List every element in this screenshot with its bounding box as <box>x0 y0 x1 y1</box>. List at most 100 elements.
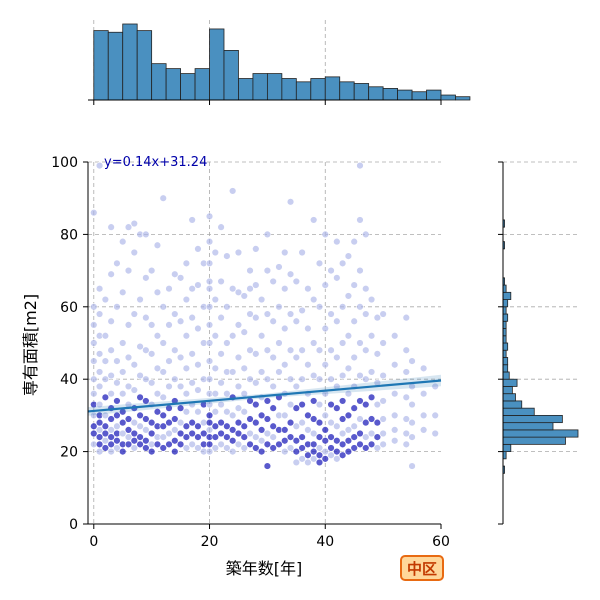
scatter-point <box>304 361 312 369</box>
x-tick-label: 40 <box>316 534 334 550</box>
scatter-point <box>350 353 358 362</box>
scatter-point <box>338 415 347 423</box>
scatter-point <box>205 357 214 365</box>
top-hist-bar <box>194 68 210 101</box>
scatter-point <box>252 418 260 427</box>
top-hist-bar <box>252 73 268 101</box>
scatter-point <box>205 212 214 221</box>
scatter-point <box>101 429 110 438</box>
scatter-point <box>362 400 370 409</box>
top-hist-bar <box>151 63 167 101</box>
scatter-point <box>130 219 138 228</box>
scatter-point <box>205 418 214 427</box>
scatter-point <box>321 447 329 456</box>
scatter-point <box>159 433 167 441</box>
scatter-point <box>362 418 370 427</box>
scatter-point <box>228 426 237 434</box>
scatter-point <box>171 375 179 383</box>
scatter-point <box>142 230 150 239</box>
scatter-point <box>344 364 353 373</box>
scatter-point <box>292 353 301 362</box>
scatter-point <box>240 433 248 441</box>
scatter-point <box>257 368 266 376</box>
scatter-point <box>408 400 416 409</box>
scatter-point <box>344 437 353 445</box>
scatter-point <box>194 444 202 452</box>
scatter-point <box>431 382 439 391</box>
top-hist-bar <box>93 30 109 101</box>
scatter-point <box>124 223 133 231</box>
scatter-point <box>286 310 295 318</box>
scatter-point <box>309 397 318 405</box>
scatter-point <box>136 422 144 430</box>
scatter-point <box>223 303 231 311</box>
scatter-point <box>321 230 329 239</box>
right-hist-bar <box>502 443 512 452</box>
scatter-point <box>240 444 248 452</box>
scatter-point <box>130 444 138 452</box>
scatter-point <box>240 328 248 336</box>
scatter-point <box>286 444 295 452</box>
scatter-point <box>304 411 312 420</box>
scatter-point <box>402 429 410 438</box>
scatter-point <box>136 295 144 304</box>
scatter-point <box>263 375 272 383</box>
scatter-point <box>217 429 225 438</box>
scatter-point <box>315 444 324 452</box>
scatter-point <box>333 455 341 463</box>
scatter-point <box>275 303 283 311</box>
scatter-point <box>431 411 439 420</box>
scatter-point <box>362 444 370 452</box>
scatter-point <box>286 346 295 354</box>
scatter-point <box>130 310 138 318</box>
top-hist-bar <box>165 68 181 101</box>
scatter-point <box>275 339 283 347</box>
scatter-point <box>182 444 191 452</box>
scatter-point <box>315 375 324 383</box>
scatter-point <box>298 248 306 257</box>
scatter-point <box>286 400 295 409</box>
scatter-point <box>223 252 231 260</box>
scatter-point <box>124 440 133 449</box>
scatter-point <box>269 317 277 325</box>
scatter-point <box>246 415 254 423</box>
scatter-point <box>327 310 335 318</box>
scatter-point <box>217 313 225 322</box>
scatter-point <box>95 426 104 434</box>
scatter-point <box>194 408 202 416</box>
scatter-point <box>188 379 196 387</box>
top-histogram <box>88 20 471 105</box>
scatter-point <box>182 433 191 441</box>
scatter-point <box>147 379 156 387</box>
right-hist-bar <box>502 400 523 409</box>
scatter-point <box>101 375 110 383</box>
scatter-point <box>153 241 162 249</box>
scatter-point <box>147 321 156 329</box>
scatter-point <box>292 437 301 445</box>
scatter-point <box>95 161 104 170</box>
scatter-point <box>373 350 382 358</box>
scatter-point <box>333 353 341 362</box>
scatter-point <box>367 429 376 438</box>
scatter-point <box>309 371 318 380</box>
scatter-point <box>228 332 237 340</box>
scatter-point <box>309 440 318 449</box>
top-hist-bar <box>209 28 225 101</box>
scatter-point <box>211 295 220 304</box>
top-hist-bar <box>136 30 153 101</box>
scatter-point <box>252 281 260 289</box>
scatter-point <box>263 440 272 449</box>
scatter-point <box>113 397 121 405</box>
scatter-point <box>182 332 191 340</box>
scatter-point <box>153 364 162 373</box>
scatter-point <box>95 400 104 409</box>
right-hist-bar <box>502 364 509 373</box>
scatter-point <box>90 389 98 398</box>
scatter-point <box>391 411 399 420</box>
scatter-point <box>223 444 231 452</box>
scatter-point <box>309 415 318 423</box>
scatter-point <box>240 364 248 373</box>
regression-line <box>87 374 442 416</box>
scatter-point <box>269 382 277 391</box>
scatter-point <box>321 281 329 289</box>
